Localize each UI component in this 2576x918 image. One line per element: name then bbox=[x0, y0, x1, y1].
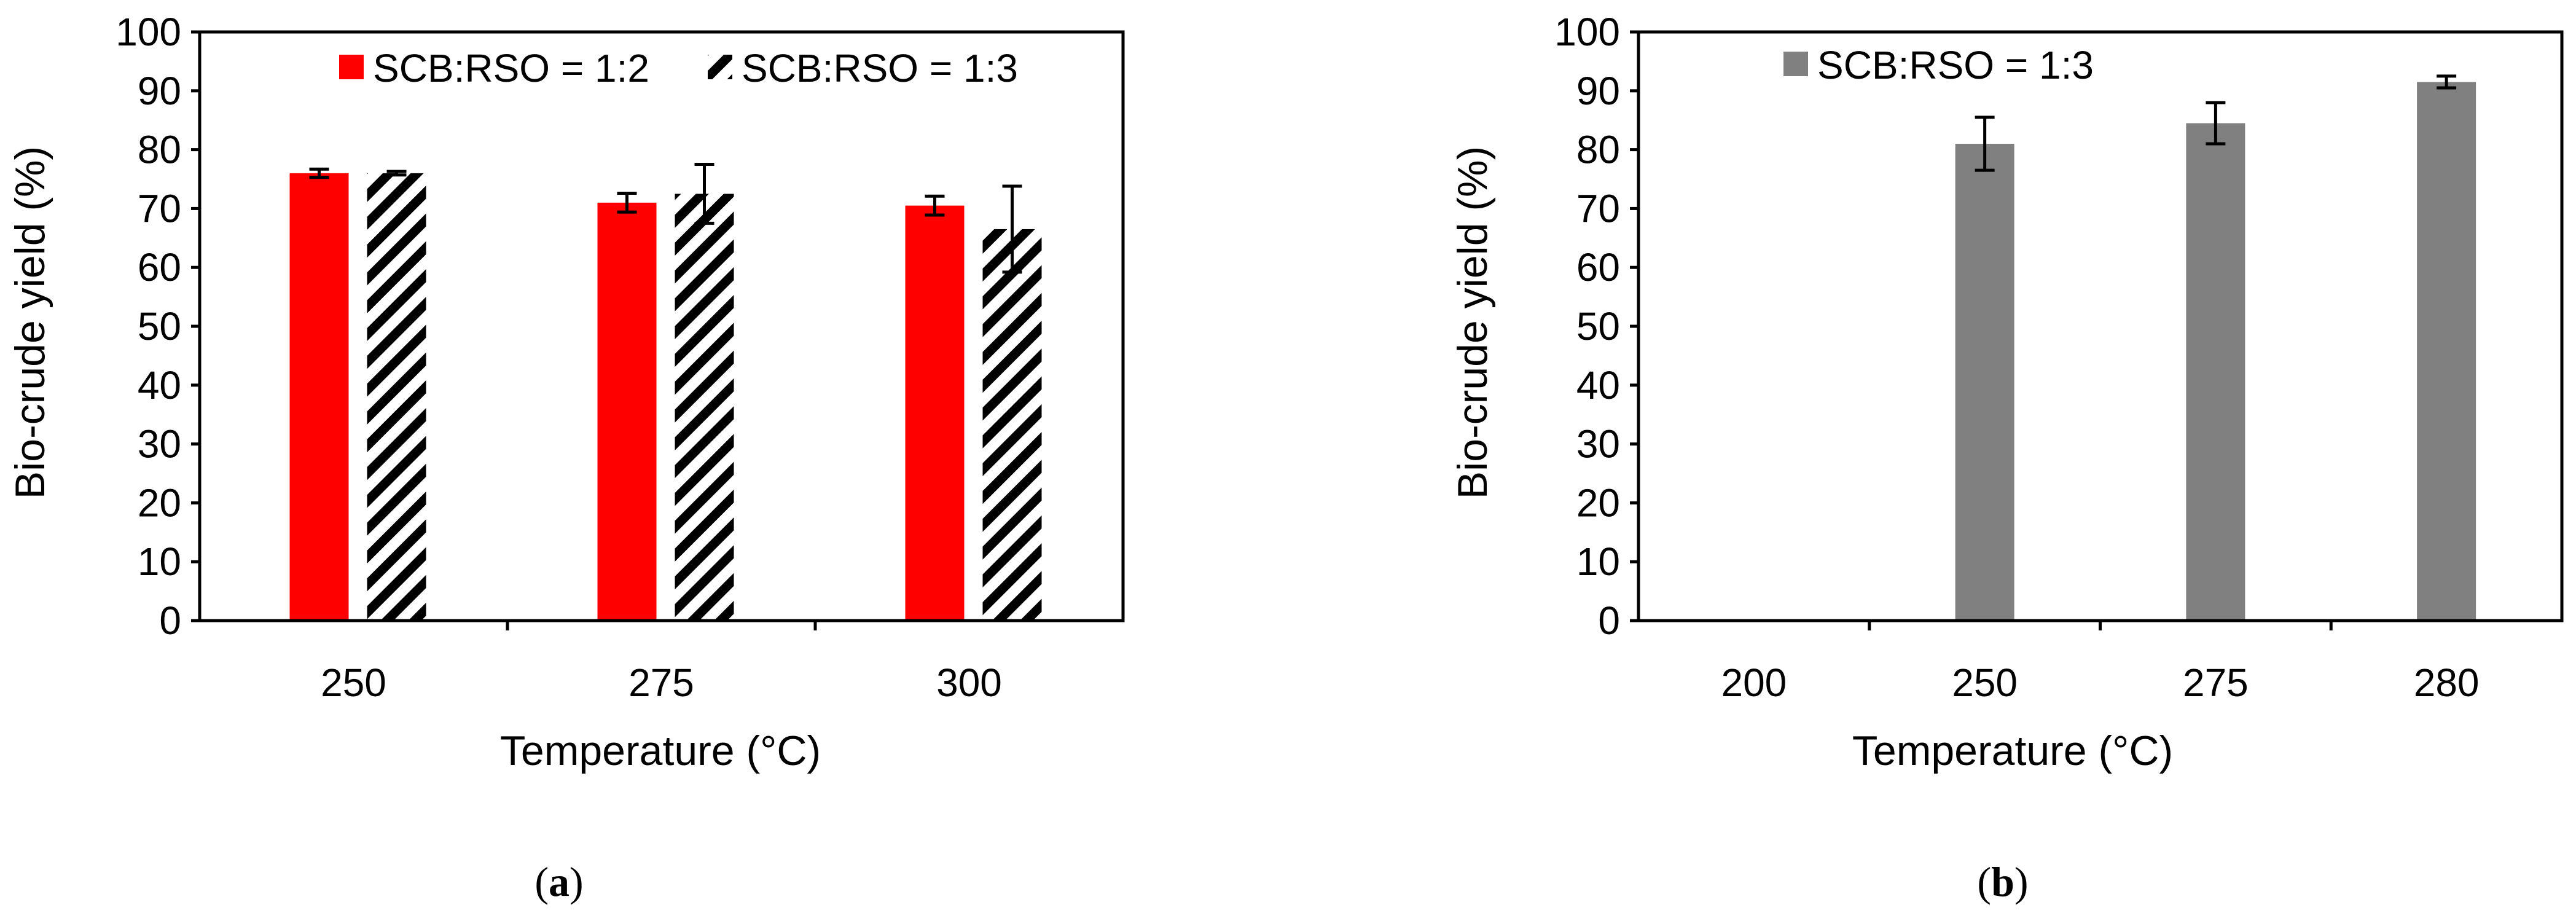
x-tick-labels: 250 275 300 bbox=[321, 661, 1002, 705]
y-tick-label: 100 bbox=[115, 10, 181, 54]
chart-panel-b: 0 10 20 30 40 50 60 70 80 90 100 200 250 275 280 SCB:… bbox=[1449, 10, 2564, 905]
error-bars bbox=[309, 163, 1022, 274]
y-tick-label: 10 bbox=[1576, 539, 1620, 584]
error-bar bbox=[617, 191, 637, 214]
x-tick-label: 275 bbox=[2183, 661, 2249, 705]
x-tick-label: 250 bbox=[321, 661, 386, 705]
error-bars bbox=[1975, 74, 2457, 172]
bar bbox=[367, 173, 426, 621]
y-tick-labels: 0 10 20 30 40 50 60 70 80 90 100 bbox=[1554, 10, 1620, 643]
y-tick-label: 40 bbox=[138, 363, 181, 407]
axes bbox=[1630, 30, 2564, 630]
bar bbox=[905, 205, 965, 621]
y-tick-labels: 0 10 20 30 40 50 60 70 80 90 100 bbox=[115, 10, 181, 643]
legend: SCB:RSO = 1:2 SCB:RSO = 1:3 bbox=[339, 46, 1018, 90]
error-bar bbox=[2206, 101, 2226, 146]
bar bbox=[982, 229, 1042, 621]
legend-item: SCB:RSO = 1:2 bbox=[339, 46, 649, 90]
y-tick-label: 80 bbox=[138, 128, 181, 172]
y-tick-label: 90 bbox=[138, 69, 181, 113]
error-bar bbox=[694, 163, 714, 225]
axes bbox=[191, 30, 1125, 630]
bar bbox=[675, 194, 734, 621]
error-bar bbox=[386, 170, 407, 177]
bar bbox=[289, 173, 349, 621]
legend-label: SCB:RSO = 1:2 bbox=[373, 46, 649, 90]
y-tick-label: 20 bbox=[1576, 481, 1620, 525]
y-tick-label: 0 bbox=[159, 598, 181, 643]
legend-label: SCB:RSO = 1:3 bbox=[1817, 43, 2094, 87]
x-tick-label: 300 bbox=[936, 661, 1002, 705]
y-tick-label: 0 bbox=[1598, 598, 1620, 643]
y-tick-label: 90 bbox=[1576, 69, 1620, 113]
y-tick-label: 30 bbox=[138, 422, 181, 466]
y-tick-label: 50 bbox=[138, 304, 181, 348]
y-axis-label: Bio-crude yield (%) bbox=[1449, 146, 1496, 499]
y-tick-label: 50 bbox=[1576, 304, 1620, 348]
y-tick-label: 60 bbox=[138, 245, 181, 289]
y-tick-label: 80 bbox=[1576, 128, 1620, 172]
bars bbox=[289, 173, 1042, 621]
panel-caption-b: (b) bbox=[1977, 858, 2028, 905]
legend-item: SCB:RSO = 1:3 bbox=[1783, 43, 2094, 87]
panel-label-a: a bbox=[549, 858, 570, 905]
bar bbox=[2186, 123, 2245, 621]
x-tick-labels: 200 250 275 280 bbox=[1721, 661, 2479, 705]
legend: SCB:RSO = 1:3 bbox=[1783, 43, 2094, 87]
y-tick-label: 40 bbox=[1576, 363, 1620, 407]
x-axis-label: Temperature (°C) bbox=[1852, 728, 2173, 774]
legend-swatch bbox=[339, 55, 364, 79]
legend-swatch bbox=[708, 55, 732, 79]
y-tick-label: 10 bbox=[138, 539, 181, 584]
y-tick-label: 70 bbox=[138, 186, 181, 230]
y-tick-label: 70 bbox=[1576, 186, 1620, 230]
x-tick-label: 250 bbox=[1952, 661, 2018, 705]
y-axis-label: Bio-crude yield (%) bbox=[7, 146, 53, 499]
x-tick-label: 275 bbox=[628, 661, 694, 705]
bar bbox=[1955, 144, 2014, 621]
y-tick-label: 30 bbox=[1576, 422, 1620, 466]
legend-swatch bbox=[1783, 52, 1808, 76]
error-bar bbox=[1002, 184, 1022, 274]
error-bar bbox=[1975, 116, 1995, 172]
error-bar bbox=[2437, 74, 2457, 90]
bar bbox=[597, 202, 657, 621]
chart-panel-a: 0 10 20 30 40 50 60 70 80 90 100 250 275 300 SCB:RSO… bbox=[7, 10, 1125, 905]
legend-item: SCB:RSO = 1:3 bbox=[708, 46, 1018, 90]
panel-caption-a: (a) bbox=[534, 858, 583, 905]
y-tick-label: 20 bbox=[138, 481, 181, 525]
y-tick-label: 100 bbox=[1554, 10, 1620, 54]
x-axis-label: Temperature (°C) bbox=[500, 728, 821, 774]
legend-label: SCB:RSO = 1:3 bbox=[742, 46, 1018, 90]
error-bar bbox=[309, 167, 329, 179]
x-tick-label: 280 bbox=[2414, 661, 2480, 705]
bars bbox=[1955, 82, 2476, 621]
panel-label-b: b bbox=[1991, 858, 2014, 905]
bar bbox=[2417, 82, 2476, 621]
x-tick-label: 200 bbox=[1721, 661, 1787, 705]
y-tick-label: 60 bbox=[1576, 245, 1620, 289]
error-bar bbox=[925, 194, 945, 217]
